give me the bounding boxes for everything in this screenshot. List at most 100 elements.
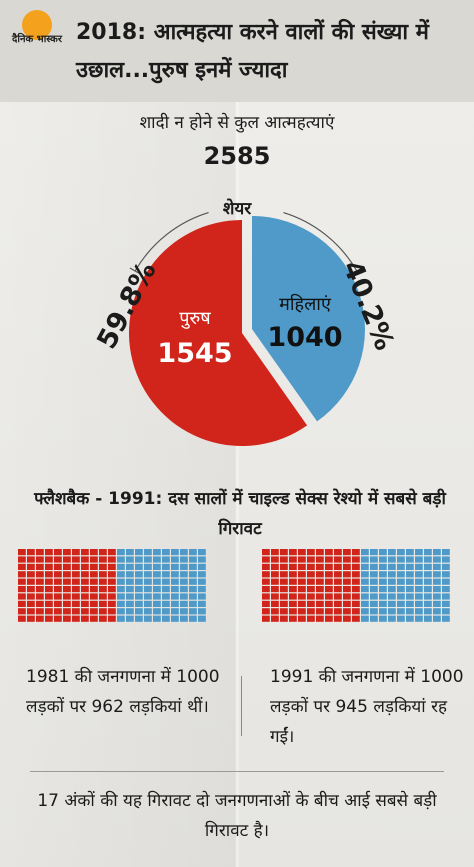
waffle-1981-cell	[171, 600, 179, 607]
waffle-1981-cell	[126, 578, 134, 585]
waffle-1981-cell	[180, 600, 188, 607]
waffle-1991-cell	[424, 571, 432, 578]
waffle-1981-cell	[27, 608, 35, 615]
waffle-1991-cell	[289, 593, 297, 600]
waffle-1981-cell	[99, 556, 107, 563]
waffle-1981-cell	[72, 549, 80, 556]
female-slice-name: महिलाएं	[279, 294, 331, 315]
waffle-1991-cell	[343, 578, 351, 585]
waffle-1991-cell	[370, 586, 378, 593]
waffle-1981-cell	[27, 600, 35, 607]
waffle-1981-cell	[198, 578, 206, 585]
waffle-1991-cell	[352, 556, 360, 563]
waffle-1991-cell	[325, 563, 333, 570]
waffle-1981-cell	[63, 571, 71, 578]
share-label: शेयर	[222, 199, 252, 219]
waffle-1991-cell	[352, 600, 360, 607]
waffle-1991-cell	[397, 578, 405, 585]
waffle-1981-cell	[54, 571, 62, 578]
waffle-1991-cell	[307, 571, 315, 578]
waffle-1991-cell	[289, 615, 297, 622]
waffle-1991-cell	[442, 556, 450, 563]
male-slice-name: पुरुष	[179, 308, 211, 329]
waffle-1991-cell	[370, 608, 378, 615]
waffle-1991-cell	[325, 615, 333, 622]
waffle-1991-cell	[433, 571, 441, 578]
waffle-1991-cell	[424, 556, 432, 563]
waffle-1991-cell	[343, 615, 351, 622]
waffle-1981-cell	[63, 600, 71, 607]
waffle-1991-cell	[343, 549, 351, 556]
waffle-1991-cell	[289, 571, 297, 578]
waffle-1991-cell	[370, 615, 378, 622]
waffle-1991-cell	[370, 563, 378, 570]
waffle-1981-cell	[90, 549, 98, 556]
waffle-1981-cell	[117, 615, 125, 622]
waffle-1991-cell	[361, 571, 369, 578]
waffle-1991-cell	[379, 571, 387, 578]
waffle-1991-cell	[415, 571, 423, 578]
waffle-1981-cell	[99, 608, 107, 615]
waffle-1981-cell	[63, 586, 71, 593]
waffle-1981-cell	[63, 563, 71, 570]
waffle-1981-cell	[162, 556, 170, 563]
waffle-1981-cell	[162, 549, 170, 556]
waffle-1981-cell	[18, 608, 26, 615]
waffle-1981-cell	[126, 563, 134, 570]
waffle-1981-cell	[45, 556, 53, 563]
waffle-1981-cell	[54, 593, 62, 600]
waffle-1981-cell	[81, 556, 89, 563]
waffle-1981-cell	[153, 571, 161, 578]
waffle-1991-cell	[271, 571, 279, 578]
waffle-1991-cell	[271, 549, 279, 556]
waffle-1991-cell	[415, 593, 423, 600]
waffle-1981-cell	[18, 549, 26, 556]
waffle-1991-cell	[343, 593, 351, 600]
waffle-1991-cell	[334, 578, 342, 585]
waffle-1991-cell	[388, 549, 396, 556]
waffle-1981-cell	[99, 586, 107, 593]
waffle-1991-cell	[415, 608, 423, 615]
waffle-1981-cell	[198, 600, 206, 607]
waffle-1981-cell	[117, 571, 125, 578]
waffle-1981-cell	[36, 571, 44, 578]
waffle-1991-cell	[352, 615, 360, 622]
waffle-1991-cell	[280, 608, 288, 615]
waffle-1981-cell	[54, 578, 62, 585]
waffle-1991-cell	[280, 556, 288, 563]
waffle-1981-cell	[117, 578, 125, 585]
waffle-1981-cell	[90, 563, 98, 570]
waffle-1981-cell	[72, 578, 80, 585]
waffle-1991-cell	[406, 571, 414, 578]
waffle-1981-cell	[180, 563, 188, 570]
waffle-1981-cell	[171, 578, 179, 585]
waffle-1981-cell	[36, 615, 44, 622]
waffle-1981-cell	[153, 586, 161, 593]
waffle-1991-cell	[442, 608, 450, 615]
waffle-1991-cell	[262, 586, 270, 593]
waffle-1981-cell	[117, 563, 125, 570]
waffle-1981-cell	[36, 586, 44, 593]
waffle-1981-cell	[144, 593, 152, 600]
waffle-1981-cell	[144, 578, 152, 585]
waffle-1991-cell	[307, 586, 315, 593]
waffle-1981-cell	[126, 608, 134, 615]
waffle-1981-cell	[108, 549, 116, 556]
waffle-1991-cell	[352, 586, 360, 593]
waffle-1981-cell	[153, 563, 161, 570]
pie-slice-male	[128, 220, 308, 446]
waffle-1991-cell	[298, 556, 306, 563]
waffle-1981-cell	[180, 549, 188, 556]
waffle-1981-cell	[90, 586, 98, 593]
waffle-1981-cell	[54, 586, 62, 593]
waffle-1981-cell	[18, 600, 26, 607]
waffle-1991-cell	[388, 593, 396, 600]
waffle-1991-cell	[271, 593, 279, 600]
waffle-1981-cell	[90, 556, 98, 563]
waffle-1981-cell	[153, 608, 161, 615]
waffle-1981-cell	[45, 563, 53, 570]
waffle-1981-cell	[99, 571, 107, 578]
waffle-1991-cell	[424, 615, 432, 622]
waffle-1991-cell	[406, 593, 414, 600]
waffle-1991-cell	[289, 586, 297, 593]
